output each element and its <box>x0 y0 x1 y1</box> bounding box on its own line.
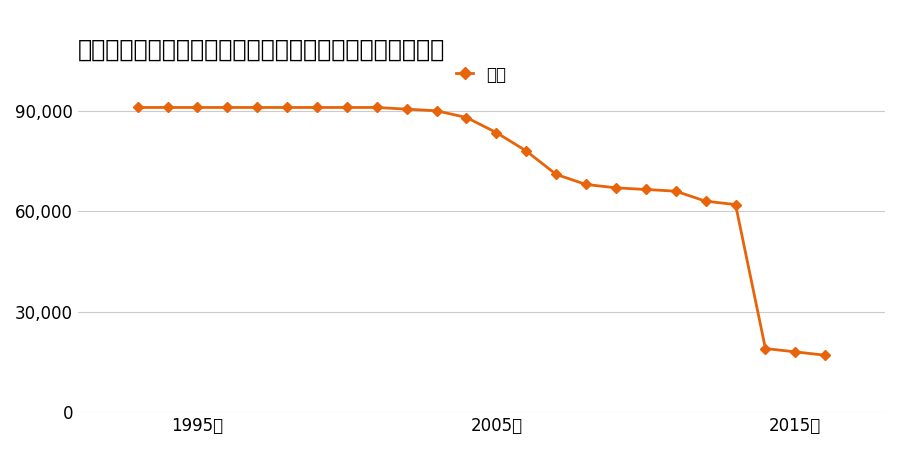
価格 <box>341 105 352 110</box>
価格 <box>222 105 233 110</box>
Text: 大分県大分市大字下郡字竹ノ下３１９５番２７の地価推移: 大分県大分市大字下郡字竹ノ下３１９５番２７の地価推移 <box>78 37 446 62</box>
価格 <box>491 130 502 135</box>
価格 <box>790 349 801 355</box>
価格 <box>610 185 621 190</box>
Legend: 価格: 価格 <box>450 59 513 90</box>
価格 <box>820 352 831 358</box>
価格 <box>282 105 292 110</box>
価格 <box>252 105 263 110</box>
価格 <box>670 189 681 194</box>
価格 <box>700 198 711 204</box>
価格 <box>311 105 322 110</box>
価格 <box>192 105 202 110</box>
価格 <box>580 182 591 187</box>
価格 <box>641 187 652 192</box>
価格 <box>461 115 472 120</box>
価格 <box>372 105 382 110</box>
価格 <box>431 108 442 113</box>
価格 <box>551 172 562 177</box>
価格 <box>521 148 532 154</box>
価格 <box>401 107 412 112</box>
Line: 価格: 価格 <box>134 104 829 359</box>
価格 <box>760 346 770 351</box>
価格 <box>730 202 741 207</box>
価格 <box>162 105 173 110</box>
価格 <box>132 105 143 110</box>
